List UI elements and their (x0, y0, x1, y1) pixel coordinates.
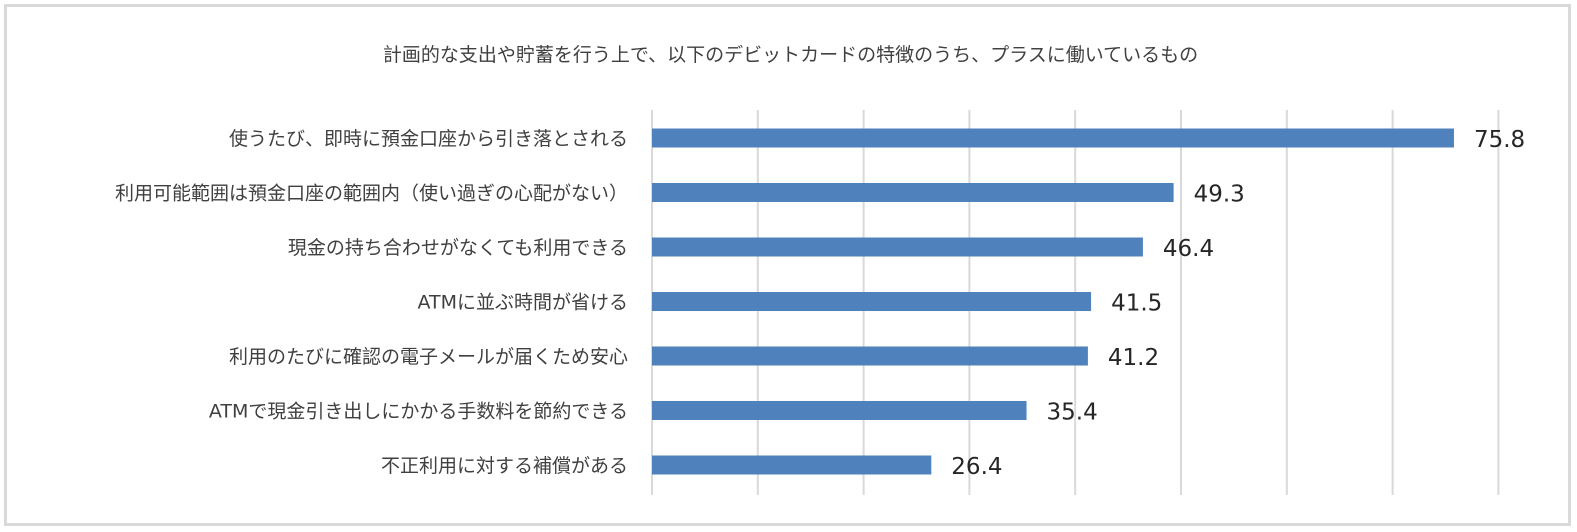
data-label: 49.3 (1194, 182, 1245, 208)
category-label: ATMに並ぶ時間が省ける (417, 292, 628, 314)
bar (652, 401, 1027, 420)
category-label: 使うたび、即時に預金口座から引き落とされる (229, 128, 628, 150)
chart-frame: 計画的な支出や貯蓄を行う上で、以下のデビットカードの特徴のうち、プラスに働いてい… (4, 4, 1571, 526)
bar (652, 455, 932, 475)
bar (652, 346, 1088, 366)
data-label: 35.4 (1047, 400, 1098, 426)
category-label: 利用のたびに確認の電子メールが届くため安心 (229, 346, 628, 368)
data-label: 46.4 (1163, 236, 1214, 262)
data-label: 41.5 (1111, 291, 1162, 317)
bar (652, 292, 1092, 311)
chart-title: 計画的な支出や貯蓄を行う上で、以下のデビットカードの特徴のうち、プラスに働いてい… (382, 44, 1199, 66)
data-label: 41.2 (1108, 345, 1159, 371)
category-label: 利用可能範囲は預金口座の範囲内（使い過ぎの心配がない） (115, 183, 628, 205)
bar (652, 183, 1174, 202)
category-label: 現金の持ち合わせがなくても利用できる (288, 237, 628, 259)
bar-chart-plot: 使うたび、即時に預金口座から引き落とされる 75.8 利用可能範囲は預金口座の範囲内… (115, 110, 1525, 495)
category-label: ATMで現金引き出しにかかる手数料を節約できる (209, 401, 628, 423)
bar (652, 128, 1454, 148)
bar (652, 237, 1143, 257)
data-label: 75.8 (1474, 127, 1525, 153)
category-label: 不正利用に対する補償がある (381, 455, 628, 477)
data-label: 26.4 (951, 454, 1002, 480)
